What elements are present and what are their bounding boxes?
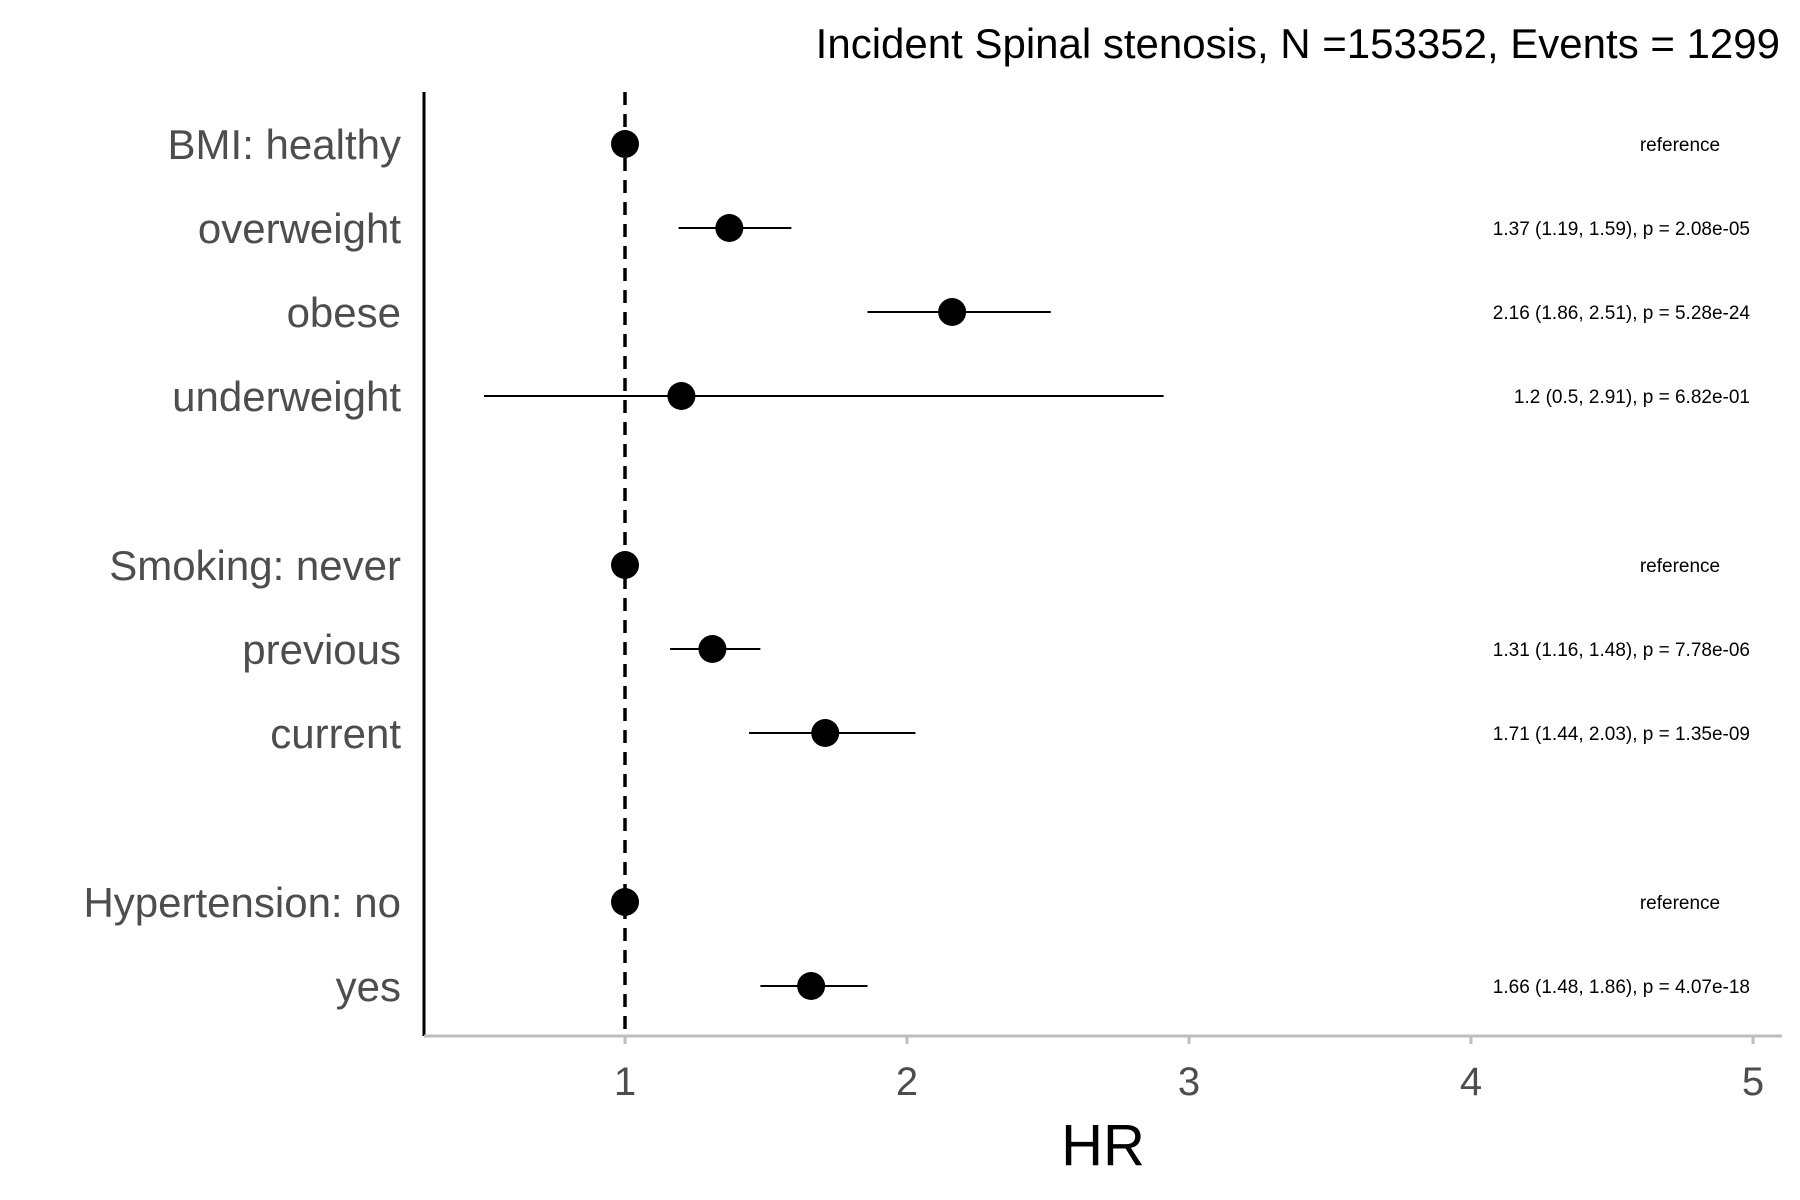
x-axis-ticks: 1 2 3 4 5 — [614, 1036, 1764, 1104]
hr-annotation: 1.71 (1.44, 2.03), p = 1.35e-09 — [1493, 724, 1750, 745]
hr-point — [667, 382, 696, 410]
forest-rows: BMI: healthy reference overweight 1.37 (1.1… — [83, 121, 1750, 1010]
hr-point — [715, 214, 744, 242]
x-tick-label: 4 — [1460, 1060, 1482, 1104]
hr-annotation: reference — [1640, 135, 1720, 156]
hr-point — [611, 888, 639, 916]
row-label: Smoking: never — [109, 542, 401, 589]
hr-annotation: 1.66 (1.48, 1.86), p = 4.07e-18 — [1493, 977, 1750, 998]
hr-point — [811, 719, 840, 747]
row-label: obese — [287, 289, 401, 336]
hr-point — [797, 972, 826, 1000]
hr-point — [611, 130, 639, 158]
row-label: BMI: healthy — [168, 121, 401, 168]
hr-point — [938, 298, 967, 326]
row-label: previous — [242, 626, 401, 673]
chart-title: Incident Spinal stenosis, N =153352, Eve… — [816, 20, 1780, 67]
row-label: underweight — [172, 373, 401, 420]
hr-annotation: reference — [1640, 556, 1720, 577]
x-tick-label: 2 — [896, 1060, 918, 1104]
x-axis-title: HR — [1061, 1113, 1145, 1178]
row-label: Hypertension: no — [83, 879, 401, 926]
hr-annotation: 1.37 (1.19, 1.59), p = 2.08e-05 — [1493, 219, 1750, 240]
hr-annotation: 2.16 (1.86, 2.51), p = 5.28e-24 — [1493, 303, 1751, 324]
row-label: yes — [336, 963, 401, 1010]
hr-annotation: 1.2 (0.5, 2.91), p = 6.82e-01 — [1514, 387, 1750, 408]
row-label: overweight — [198, 205, 401, 252]
hr-annotation: 1.31 (1.16, 1.48), p = 7.78e-06 — [1493, 640, 1750, 661]
hr-point — [698, 635, 727, 663]
x-tick-label: 5 — [1742, 1060, 1764, 1104]
hr-annotation: reference — [1640, 893, 1720, 914]
x-tick-label: 1 — [614, 1060, 636, 1104]
hr-point — [611, 551, 639, 579]
row-label: current — [270, 710, 401, 757]
x-tick-label: 3 — [1178, 1060, 1200, 1104]
